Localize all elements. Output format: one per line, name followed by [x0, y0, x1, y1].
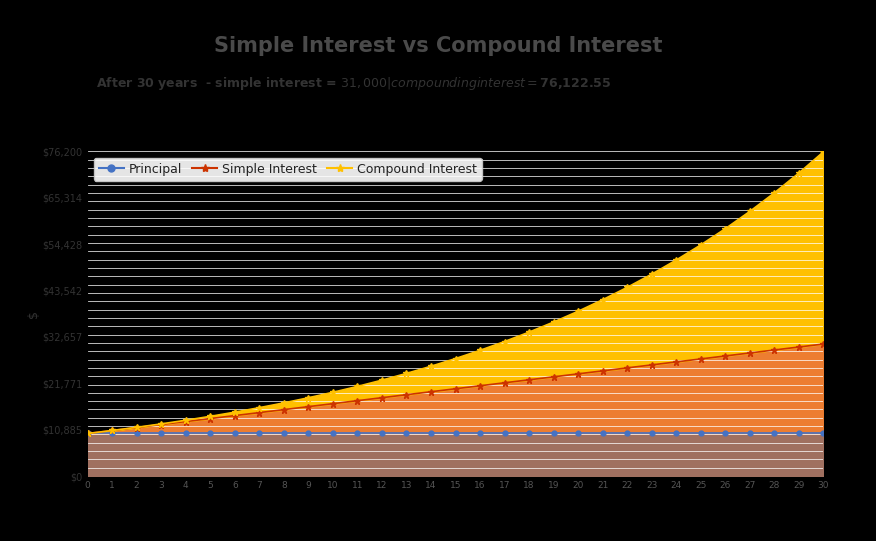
Text: After 30 years  - simple interest = $31,000 | compounding interest = $76,122.55: After 30 years - simple interest = $31,0…	[96, 75, 611, 93]
Legend: Principal, Simple Interest, Compound Interest: Principal, Simple Interest, Compound Int…	[94, 158, 482, 181]
Y-axis label: $: $	[26, 310, 39, 318]
Text: Simple Interest vs Compound Interest: Simple Interest vs Compound Interest	[214, 36, 662, 56]
